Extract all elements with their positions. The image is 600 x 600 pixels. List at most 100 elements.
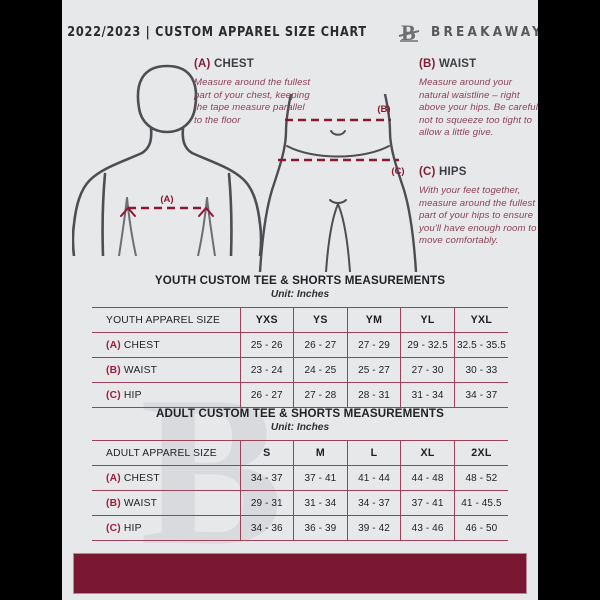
row-label-text: HIP (123, 522, 142, 534)
adult-cell-1-3: 37 - 41 (400, 490, 455, 516)
table-row: (C) HIP 34 - 36 36 - 39 39 - 42 43 - 46 4… (92, 515, 508, 541)
youth-cell-0-3: 29 - 32.5 (400, 332, 455, 358)
adult-row-2-label: (C) HIP (92, 515, 241, 541)
youth-col-1: YS (293, 307, 348, 333)
youth-cell-2-2: 28 - 31 (346, 382, 402, 408)
lower-body-hips-icon: (B) (C) (258, 94, 418, 272)
row-tag: (A) (106, 472, 121, 484)
page-header: 2022/2023 | CUSTOM APPAREL SIZE CHART B … (62, 18, 538, 46)
row-tag: (C) (106, 522, 121, 534)
adult-cell-0-1: 37 - 41 (293, 465, 348, 491)
navel-icon (330, 130, 346, 136)
brand-lockup: B BREAKAWAY (398, 19, 538, 45)
callout-waist-heading: (B) WAIST (419, 58, 538, 70)
callout-waist: (B) WAIST Measure around your natural wa… (419, 58, 538, 140)
youth-size-table: YOUTH APPAREL SIZE YXS YS YM YL YXL (A) C… (92, 307, 508, 408)
callout-hips-heading: (C) HIPS (419, 166, 538, 178)
adult-cell-0-2: 41 - 44 (346, 465, 402, 491)
callout-waist-text: Measure around your natural waistline – … (419, 77, 538, 139)
callout-chest-tag: (A) (194, 58, 211, 70)
row-tag: (B) (106, 497, 121, 509)
table-row: (A) CHEST 25 - 26 26 - 27 27 - 29 29 - 32… (92, 332, 508, 358)
row-label-text: WAIST (123, 364, 158, 376)
youth-cell-1-3: 27 - 30 (400, 357, 455, 383)
callout-chest-text: Measure around the fullest part of your … (194, 77, 311, 126)
adult-cell-2-0: 34 - 36 (239, 515, 295, 541)
youth-cell-0-2: 27 - 29 (346, 332, 402, 358)
adult-cell-2-3: 43 - 46 (400, 515, 455, 541)
adult-table-unit: Unit: Inches (270, 422, 330, 433)
hips-line-label: (C) (391, 166, 404, 177)
row-tag: (B) (106, 364, 121, 376)
adult-row-1-label: (B) WAIST (92, 490, 241, 516)
adult-label-header: ADULT APPAREL SIZE (92, 440, 241, 466)
brand-name: BREAKAWAY (431, 24, 538, 40)
table-row: (C) HIP 26 - 27 27 - 28 28 - 31 31 - 34 3… (92, 382, 508, 408)
row-label-text: CHEST (123, 339, 160, 351)
adult-cell-0-4: 48 - 52 (453, 465, 508, 491)
callout-hips: (C) HIPS With your feet together, measur… (419, 166, 538, 248)
upper-body-torso-icon: (A) (72, 64, 262, 256)
youth-size-section: YOUTH CUSTOM TEE & SHORTS MEASUREMENTS U… (92, 274, 508, 408)
page-title: 2022/2023 | CUSTOM APPAREL SIZE CHART (67, 24, 367, 40)
adult-table-title: ADULT CUSTOM TEE & SHORTS MEASUREMENTS (155, 407, 445, 420)
row-label-text: HIP (123, 389, 142, 401)
adult-cell-0-0: 34 - 37 (239, 465, 295, 491)
youth-cell-1-4: 30 - 33 (453, 357, 508, 383)
adult-cell-1-4: 41 - 45.5 (453, 490, 508, 516)
callout-chest-title: CHEST (213, 58, 254, 70)
table-header-row: YOUTH APPAREL SIZE YXS YS YM YL YXL (92, 307, 508, 333)
adult-col-3: XL (400, 440, 455, 466)
adult-cell-2-2: 39 - 42 (346, 515, 402, 541)
adult-col-4: 2XL (453, 440, 508, 466)
row-tag: (A) (106, 339, 121, 351)
adult-size-section: ADULT CUSTOM TEE & SHORTS MEASUREMENTS U… (92, 407, 508, 541)
callout-hips-tag: (C) (419, 166, 436, 178)
youth-col-3: YL (400, 307, 455, 333)
adult-cell-2-4: 46 - 50 (453, 515, 508, 541)
youth-col-2: YM (346, 307, 402, 333)
youth-cell-1-0: 23 - 24 (239, 357, 295, 383)
chest-line-label: (A) (160, 194, 173, 205)
row-label-text: CHEST (123, 472, 160, 484)
chest-measure-line (120, 206, 214, 217)
youth-table-unit: Unit: Inches (270, 289, 330, 300)
adult-size-table: ADULT APPAREL SIZE S M L XL 2XL (A) CHEST… (92, 440, 508, 541)
youth-table-title: YOUTH CUSTOM TEE & SHORTS MEASUREMENTS (154, 274, 446, 287)
youth-cell-2-1: 27 - 28 (293, 382, 348, 408)
table-row: (A) CHEST 34 - 37 37 - 41 41 - 44 44 - 48… (92, 465, 508, 491)
adult-row-0-label: (A) CHEST (92, 465, 241, 491)
measurement-diagrams: (A) (B) (62, 54, 538, 272)
youth-label-header: YOUTH APPAREL SIZE (92, 307, 241, 333)
adult-col-0: S (239, 440, 295, 466)
size-chart-page: B 2022/2023 | CUSTOM APPAREL SIZE CHART … (62, 0, 538, 600)
youth-cell-0-0: 25 - 26 (239, 332, 295, 358)
table-row: (B) WAIST 23 - 24 24 - 25 25 - 27 27 - 30… (92, 357, 508, 383)
table-header-row: ADULT APPAREL SIZE S M L XL 2XL (92, 440, 508, 466)
callout-chest-heading: (A) CHEST (194, 58, 314, 70)
adult-cell-0-3: 44 - 48 (400, 465, 455, 491)
youth-row-2-label: (C) HIP (92, 382, 241, 408)
adult-cell-1-1: 31 - 34 (293, 490, 348, 516)
youth-cell-0-4: 32.5 - 35.5 (453, 332, 508, 358)
callout-chest: (A) CHEST Measure around the fullest par… (194, 58, 314, 127)
youth-row-1-label: (B) WAIST (92, 357, 241, 383)
youth-col-0: YXS (239, 307, 295, 333)
callout-waist-tag: (B) (419, 58, 436, 70)
youth-cell-1-1: 24 - 25 (293, 357, 348, 383)
adult-col-1: M (293, 440, 348, 466)
youth-cell-0-1: 26 - 27 (293, 332, 348, 358)
adult-cell-2-1: 36 - 39 (293, 515, 348, 541)
callout-waist-title: WAIST (438, 58, 477, 70)
callout-hips-title: HIPS (438, 166, 467, 178)
callout-hips-text: With your feet together, measure around … (419, 185, 537, 247)
row-label-text: WAIST (123, 497, 158, 509)
table-row: (B) WAIST 29 - 31 31 - 34 34 - 37 37 - 41… (92, 490, 508, 516)
adult-col-2: L (346, 440, 402, 466)
adult-cell-1-2: 34 - 37 (346, 490, 402, 516)
svg-text:B: B (401, 20, 416, 45)
waist-line-label: (B) (377, 104, 390, 115)
youth-row-0-label: (A) CHEST (92, 332, 241, 358)
breakaway-b-logo-icon: B (398, 19, 420, 45)
youth-cell-2-3: 31 - 34 (400, 382, 455, 408)
